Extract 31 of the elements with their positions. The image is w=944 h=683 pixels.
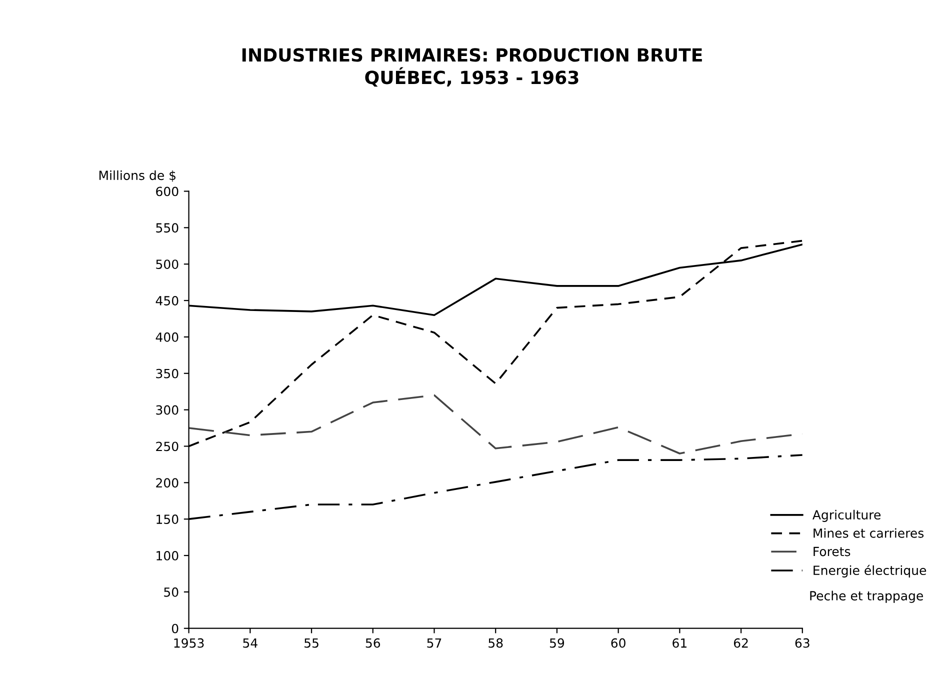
x-tick-label: 62 [734, 638, 748, 648]
y-tick-label: 350 [156, 368, 178, 378]
y-tick-label: 150 [156, 514, 178, 524]
y-tick-label: 300 [156, 405, 178, 415]
legend-label: Mines et carrieres [814, 528, 924, 538]
y-tick-label: 500 [156, 260, 178, 270]
x-tick-label: 56 [366, 638, 380, 648]
x-tick-label: 59 [550, 638, 564, 648]
y-tick-label: 600 [156, 186, 178, 196]
y-tick-label: 450 [156, 296, 178, 306]
text: Peche et trappage [810, 590, 923, 603]
x-tick-label: 54 [243, 638, 258, 648]
x-tick-label: 63 [795, 638, 810, 648]
x-tick-label: 61 [672, 638, 686, 648]
y-tick-label: 50 [164, 587, 178, 597]
y-tick-label: 100 [156, 550, 178, 560]
y-tick-label: 250 [156, 442, 178, 452]
y-axis-title: Millions de $ [99, 170, 176, 182]
x-tick-label: 55 [304, 638, 318, 648]
legend-label: Agriculture [812, 510, 880, 522]
legend-label: Energie électrique [814, 564, 926, 578]
x-tick-label: 58 [488, 638, 503, 648]
x-tick-label: 1953 [174, 638, 204, 648]
y-tick-label: 400 [156, 332, 178, 342]
x-tick-label: 57 [427, 638, 442, 648]
y-tick-label: 200 [156, 478, 178, 488]
y-tick-label: 0 [172, 624, 178, 634]
x-tick-label: 60 [611, 638, 626, 648]
chart-title: INDUSTRIES PRIMAIRES: PRODUCTION BRUTE QUÉBEC, 1953 - 1963 [242, 48, 702, 87]
legend-label: Forets [814, 546, 850, 556]
y-tick-label: 550 [156, 223, 178, 233]
